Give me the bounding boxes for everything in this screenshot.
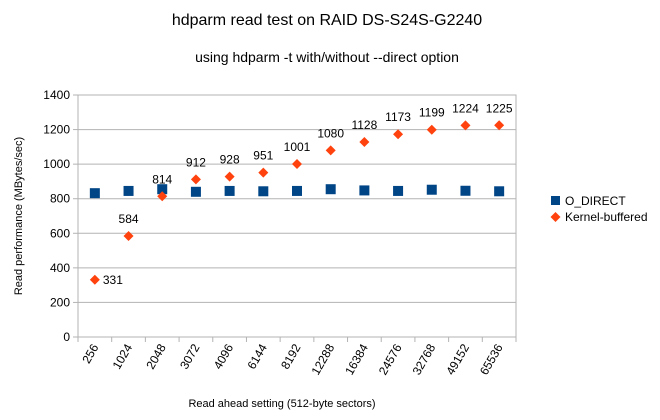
x-axis-title: Read ahead setting (512-byte sectors): [188, 398, 375, 410]
data-point-kernel-buffered: [123, 231, 134, 242]
data-point-kernel-buffered: [325, 145, 336, 156]
chart-subtitle: using hdparm -t with/without --direct op…: [195, 49, 459, 65]
data-label-kernel-buffered: 912: [186, 155, 206, 169]
data-point-o-direct: [224, 185, 235, 196]
x-tick-label: 8192: [278, 341, 304, 371]
x-tick-label: 49152: [443, 341, 472, 377]
y-tick-label: 800: [50, 192, 70, 206]
data-label-kernel-buffered: 1080: [317, 126, 344, 140]
data-point-o-direct: [393, 185, 404, 196]
data-point-kernel-buffered: [157, 191, 168, 202]
legend: O_DIRECT Kernel-buffered: [550, 194, 648, 224]
y-axis-ticks: 0 200 400 600 800 1000 1200 1400: [43, 88, 78, 344]
legend-marker-kernel-buffered: [550, 212, 561, 222]
data-point-kernel-buffered: [460, 120, 471, 131]
data-point-o-direct: [258, 186, 269, 197]
data-label-kernel-buffered: 1001: [284, 140, 311, 154]
legend-marker-o-direct: [551, 196, 560, 205]
series-layer: [89, 120, 505, 285]
data-point-kernel-buffered: [258, 167, 269, 178]
data-point-o-direct: [426, 184, 437, 195]
data-point-o-direct: [157, 184, 168, 195]
legend-label-kernel-buffered: Kernel-buffered: [565, 210, 648, 224]
data-point-kernel-buffered: [190, 174, 201, 185]
y-tick-label: 400: [50, 261, 70, 275]
y-axis-title: Read performance (MBytes/sec): [13, 137, 25, 295]
y-tick-label: 200: [50, 295, 70, 309]
x-tick-label: 256: [79, 341, 101, 366]
x-tick-label: 16384: [342, 341, 371, 377]
data-label-kernel-buffered: 951: [253, 149, 273, 163]
data-labels: 331 584 814 912 928 951 1001 1080 1128 1173 1199 12…: [103, 101, 513, 287]
x-tick-label: 1024: [110, 341, 136, 371]
legend-label-o-direct: O_DIRECT: [565, 194, 626, 208]
y-tick-label: 1400: [43, 88, 70, 102]
data-label-kernel-buffered: 1128: [351, 118, 377, 132]
data-point-o-direct: [325, 184, 336, 195]
x-tick-label: 65536: [477, 341, 506, 377]
data-point-kernel-buffered: [393, 129, 404, 140]
data-point-kernel-buffered: [224, 171, 235, 182]
x-tick-label: 32768: [410, 341, 439, 377]
x-tick-label: 6144: [244, 341, 270, 371]
data-label-kernel-buffered: 1224: [452, 101, 479, 115]
x-tick-label: 3072: [177, 341, 203, 371]
data-point-o-direct: [292, 185, 302, 196]
y-tick-label: 1000: [43, 157, 70, 171]
data-point-o-direct: [123, 185, 134, 196]
x-tick-label: 12288: [308, 341, 337, 377]
series-kernel-buffered: [89, 120, 505, 285]
y-tick-label: 600: [50, 226, 70, 240]
data-point-o-direct: [460, 185, 471, 196]
gridlines: [78, 94, 516, 338]
data-label-kernel-buffered: 584: [119, 212, 139, 226]
data-point-kernel-buffered: [494, 120, 505, 131]
plot-area: [77, 94, 517, 338]
chart-title: hdparm read test on RAID DS-S24S-G2240: [172, 12, 482, 29]
data-point-kernel-buffered: [292, 158, 302, 169]
data-point-kernel-buffered: [89, 274, 100, 285]
data-point-kernel-buffered: [359, 137, 370, 148]
data-point-kernel-buffered: [426, 124, 437, 135]
data-label-kernel-buffered: 928: [220, 153, 240, 167]
data-label-kernel-buffered: 1173: [385, 110, 411, 124]
x-tick-label: 24576: [376, 341, 405, 377]
data-point-o-direct: [359, 185, 370, 196]
x-tick-label: 4096: [211, 341, 237, 371]
data-label-kernel-buffered: 814: [152, 172, 172, 186]
data-point-o-direct: [190, 186, 201, 197]
x-tick-label: 2048: [143, 341, 169, 371]
series-o-direct: [89, 184, 505, 199]
y-tick-label: 1200: [43, 123, 70, 137]
data-point-o-direct: [89, 188, 100, 199]
x-axis-ticks: 256 1024 2048 3072 4096 6144 8192 12288 16384 245…: [77, 337, 517, 377]
data-label-kernel-buffered: 1225: [486, 101, 513, 115]
y-tick-label: 0: [63, 330, 70, 344]
data-label-kernel-buffered: 331: [103, 273, 123, 287]
data-label-kernel-buffered: 1199: [419, 106, 445, 120]
data-point-o-direct: [494, 186, 505, 197]
